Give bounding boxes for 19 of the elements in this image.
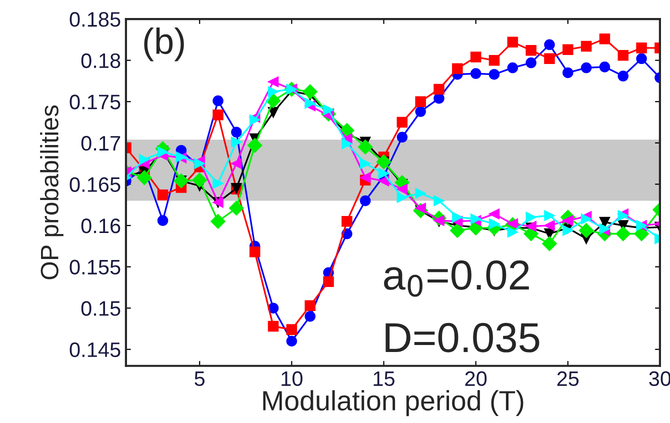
x-tick-label: 15 bbox=[374, 372, 394, 386]
x-tick-label: 20 bbox=[465, 371, 487, 386]
y-tick-label: 0.175 bbox=[70, 94, 120, 110]
y-tick-label: 0.165 bbox=[70, 177, 120, 192]
annotation: (b) bbox=[144, 28, 184, 62]
x-axis-title: Modulation period (T) bbox=[263, 390, 524, 416]
x-tick-label: 10 bbox=[282, 371, 302, 386]
x-tick-label: 5 bbox=[194, 372, 205, 386]
annotation: a$_{0}$=0.02 bbox=[384, 260, 529, 297]
y-tick-label: 0.15 bbox=[81, 301, 120, 316]
y-tick-label: 0.18 bbox=[81, 53, 120, 68]
x-tick-label: 25 bbox=[557, 371, 579, 386]
y-axis-title: OP probabilities bbox=[40, 105, 64, 280]
y-tick-label: 0.185 bbox=[70, 12, 120, 27]
y-tick-label: 0.155 bbox=[70, 260, 120, 275]
y-tick-label: 0.16 bbox=[81, 218, 120, 234]
y-tick-label: 0.145 bbox=[70, 342, 120, 358]
y-tick-label: 0.17 bbox=[81, 136, 120, 151]
annotation: D=0.035 bbox=[386, 322, 540, 352]
